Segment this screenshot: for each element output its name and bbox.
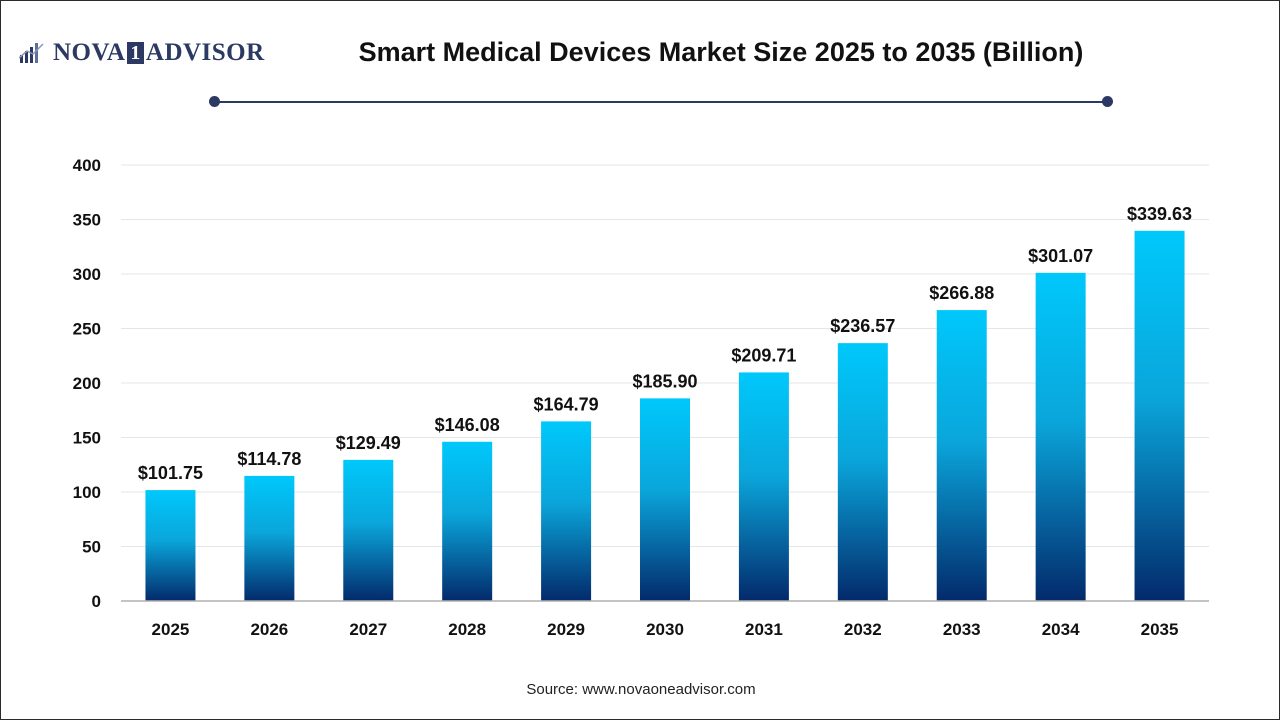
- source-text: Source: www.novaoneadvisor.com: [526, 681, 756, 698]
- divider-right-dot: [1102, 96, 1113, 107]
- x-tick-label: 2027: [349, 620, 387, 639]
- bar-2029: [541, 421, 592, 601]
- bar-2030: [640, 398, 690, 601]
- x-tick-label: 2031: [745, 620, 783, 639]
- bar-2032: [837, 343, 888, 601]
- bar-2035: [1134, 230, 1185, 602]
- brand-name-part3: ADVISOR: [145, 39, 265, 66]
- y-tick-label: 300: [73, 265, 101, 284]
- bar-2031: [738, 372, 789, 601]
- y-tick-label: 350: [73, 211, 101, 230]
- bar-value-label: $129.49: [336, 433, 401, 453]
- bar-chart-logo-icon: [19, 43, 44, 63]
- x-tick-label: 2026: [250, 620, 288, 639]
- bar-value-label: $339.63: [1127, 204, 1192, 224]
- brand-name-part1: NOVA: [53, 39, 126, 66]
- title-divider: [214, 101, 1107, 103]
- x-tick-label: 2028: [448, 620, 486, 639]
- bar-value-label: $301.07: [1028, 246, 1093, 266]
- bar-2033: [936, 310, 987, 601]
- y-tick-label: 200: [73, 374, 101, 393]
- x-tick-label: 2030: [646, 620, 684, 639]
- brand-logo: NOVA 1 ADVISOR: [19, 37, 265, 69]
- bars: [145, 230, 1185, 602]
- chart-title: Smart Medical Devices Market Size 2025 t…: [358, 37, 1084, 67]
- bar-value-label: $114.78: [237, 449, 301, 469]
- value-labels: $101.75 $114.78 $129.49 $146.08 $164.79 $185.…: [138, 204, 1192, 483]
- bar-value-label: $185.90: [632, 371, 697, 391]
- y-tick-label: 100: [73, 483, 101, 502]
- y-tick-label: 150: [73, 429, 101, 448]
- x-tick-label: 2034: [1042, 620, 1080, 639]
- brand-name: NOVA 1 ADVISOR: [53, 39, 265, 67]
- x-axis-ticks: 2025 2026 2027 2028 2029 2030 2031 2032 2033 2034…: [152, 620, 1179, 639]
- bar-2025: [145, 490, 196, 601]
- y-tick-label: 400: [73, 156, 101, 175]
- bar-value-label: $101.75: [138, 463, 203, 483]
- y-axis-ticks: 0 50 100 150 200 250 300 350 400: [73, 156, 101, 611]
- x-tick-label: 2032: [844, 620, 882, 639]
- x-tick-label: 2029: [547, 620, 585, 639]
- x-tick-label: 2033: [943, 620, 981, 639]
- bar-value-label: $164.79: [534, 394, 599, 414]
- bar-value-label: $209.71: [731, 345, 796, 365]
- bar-value-label: $266.88: [929, 283, 994, 303]
- x-tick-label: 2035: [1141, 620, 1179, 639]
- brand-name-part2: 1: [127, 42, 144, 64]
- bar-value-label: $146.08: [435, 415, 500, 435]
- y-tick-label: 50: [82, 538, 101, 557]
- bar-2027: [343, 459, 394, 601]
- bar-value-label: $236.57: [830, 316, 895, 336]
- bar-2026: [244, 475, 295, 601]
- bar-2028: [442, 441, 493, 601]
- y-tick-label: 0: [92, 592, 101, 611]
- bar-2034: [1035, 272, 1086, 601]
- y-tick-label: 250: [73, 320, 101, 339]
- divider-left-dot: [209, 96, 220, 107]
- x-tick-label: 2025: [152, 620, 190, 639]
